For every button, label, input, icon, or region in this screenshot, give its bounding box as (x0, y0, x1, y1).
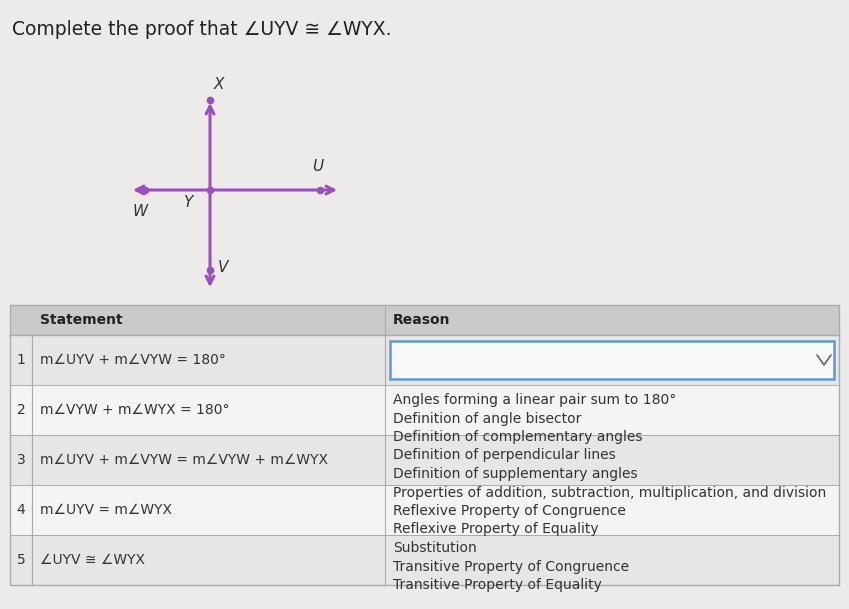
Text: ∠UYV ≅ ∠WYX: ∠UYV ≅ ∠WYX (40, 553, 145, 567)
Text: Substitution: Substitution (393, 541, 477, 555)
Bar (10, 485, 839, 535)
Text: m∠UYV + m∠VYW = 180°: m∠UYV + m∠VYW = 180° (40, 353, 226, 367)
Text: Complete the proof that ∠UYV ≅ ∠WYX.: Complete the proof that ∠UYV ≅ ∠WYX. (12, 20, 391, 39)
Text: Statement: Statement (40, 313, 122, 327)
Text: 4: 4 (17, 503, 25, 517)
Bar (10, 305, 839, 335)
Text: Reflexive Property of Congruence: Reflexive Property of Congruence (393, 504, 626, 518)
Bar (10, 435, 839, 485)
Text: Properties of addition, subtraction, multiplication, and division: Properties of addition, subtraction, mul… (393, 485, 826, 499)
Text: Transitive Property of Equality: Transitive Property of Equality (393, 578, 602, 592)
Text: W: W (132, 204, 148, 219)
Text: U: U (312, 159, 323, 174)
Bar (390, 341, 834, 379)
Text: Definition of perpendicular lines: Definition of perpendicular lines (393, 448, 616, 462)
Bar (10, 385, 839, 435)
Text: Reason: Reason (393, 313, 451, 327)
Text: Reflexive Property of Equality: Reflexive Property of Equality (393, 523, 599, 537)
Text: Definition of angle bisector: Definition of angle bisector (393, 412, 582, 426)
Text: m∠VYW + m∠WYX = 180°: m∠VYW + m∠WYX = 180° (40, 403, 229, 417)
Text: Transitive Property of Congruence: Transitive Property of Congruence (393, 560, 629, 574)
Text: 5: 5 (17, 553, 25, 567)
Text: m∠UYV + m∠VYW = m∠VYW + m∠WYX: m∠UYV + m∠VYW = m∠VYW + m∠WYX (40, 453, 328, 467)
Text: 3: 3 (17, 453, 25, 467)
Text: V: V (218, 261, 228, 275)
Text: Definition of complementary angles: Definition of complementary angles (393, 430, 643, 444)
Text: Definition of supplementary angles: Definition of supplementary angles (393, 467, 638, 481)
Text: m∠UYV = m∠WYX: m∠UYV = m∠WYX (40, 503, 172, 517)
Text: Angles forming a linear pair sum to 180°: Angles forming a linear pair sum to 180° (393, 393, 677, 407)
Bar (10, 305, 839, 585)
Text: 2: 2 (17, 403, 25, 417)
Bar (10, 335, 839, 385)
Text: 1: 1 (17, 353, 25, 367)
Text: X: X (214, 77, 224, 92)
Text: Y: Y (183, 195, 192, 210)
Bar (10, 535, 839, 585)
